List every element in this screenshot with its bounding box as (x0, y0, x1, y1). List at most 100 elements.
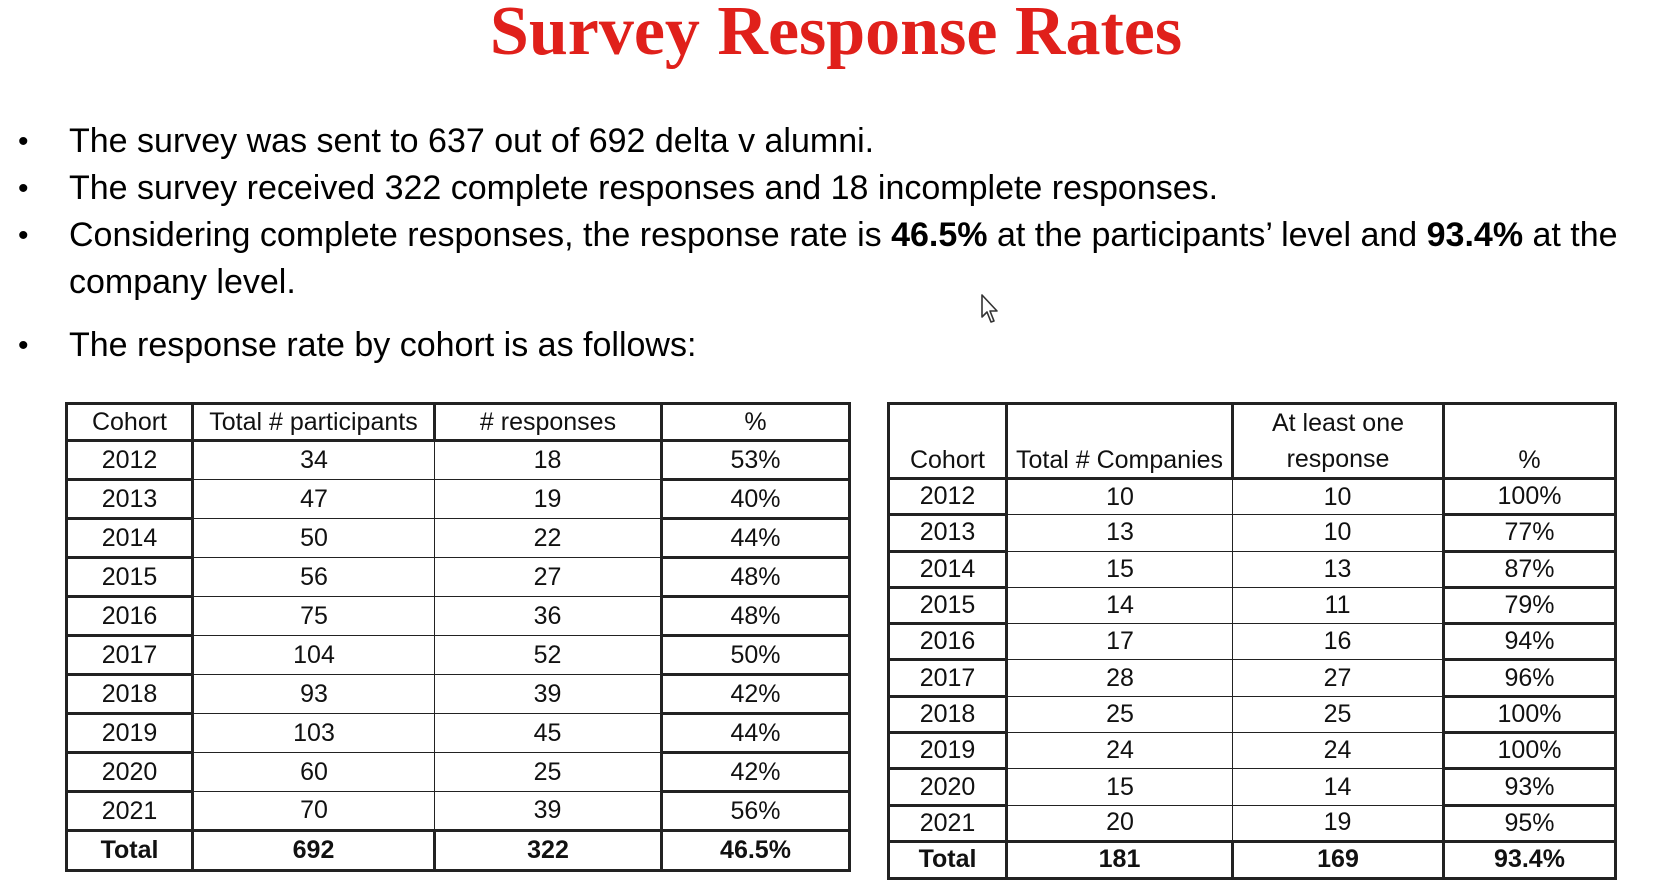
bullet-dot: • (18, 172, 29, 205)
table-row: 2012 34 18 53% (65, 439, 851, 481)
table-cell: 100% (1442, 731, 1617, 771)
table-cell: 95% (1442, 803, 1617, 843)
table-cell: 44% (660, 517, 851, 559)
company-rate-bold: 93.4% (1426, 216, 1524, 254)
table-cell: 53% (660, 439, 851, 481)
table-cell: 2020 (65, 751, 194, 793)
table-cell: 25 (1006, 695, 1233, 734)
total-cell: 93.4% (1442, 839, 1617, 880)
total-cell: Total (887, 839, 1008, 880)
table-cell: 94% (1442, 622, 1617, 662)
table-cell: 56% (660, 790, 851, 832)
table-cell: 93 (192, 674, 435, 714)
table-cell: 40% (660, 478, 851, 520)
table-cell: 10 (1232, 477, 1444, 516)
column-header: Cohort (65, 402, 194, 442)
table-cell: 2014 (887, 549, 1008, 589)
table-cell: 2013 (887, 513, 1008, 553)
table-cell: 60 (192, 752, 435, 792)
bullet-text: The survey received 322 complete respons… (69, 169, 1219, 207)
table-cell: 2018 (887, 694, 1008, 735)
table-cell: 25 (434, 752, 662, 792)
table-cell: 96% (1442, 658, 1617, 698)
table-cell: 24 (1232, 732, 1444, 770)
table-row: 2021 70 39 56% (65, 790, 851, 832)
total-cell: 181 (1005, 839, 1234, 880)
table-cell: 2016 (887, 622, 1008, 662)
participant-rate-bold: 46.5% (891, 216, 988, 254)
table-header-row: Cohort Total # participants # responses … (65, 402, 851, 442)
table-cell: 2021 (887, 803, 1008, 843)
table-cell: 39 (434, 791, 662, 831)
table-cell: 2012 (65, 439, 194, 481)
table-cell: 103 (192, 713, 435, 753)
total-cell: 322 (433, 829, 663, 872)
table-cell: 70 (192, 791, 435, 831)
table-cell: 75 (192, 596, 435, 636)
table-cell: 18 (434, 440, 662, 480)
bullet-text-part: at the participants’ level and (987, 216, 1427, 254)
table-cell: 2018 (65, 673, 194, 715)
table-total-row: Total 181 169 93.4% (887, 839, 1617, 880)
table-cell: 44% (660, 712, 851, 754)
table-cell: 50 (192, 518, 435, 558)
table-row: 2021 20 19 95% (887, 803, 1617, 843)
table-cell: 104 (192, 635, 435, 675)
table-cell: 15 (1006, 550, 1233, 588)
table-cell: 39 (434, 674, 662, 714)
table-row: 2017 104 52 50% (65, 634, 851, 676)
table-cell: 24 (1006, 732, 1233, 770)
table-row: 2013 13 10 77% (887, 513, 1617, 553)
table-cell: 2015 (65, 556, 194, 598)
table-cell: 15 (1006, 768, 1233, 806)
table-cell: 100% (1442, 476, 1617, 517)
table-row: 2014 15 13 87% (887, 549, 1617, 589)
table-cell: 87% (1442, 549, 1617, 589)
column-header-line: At least one (1271, 409, 1405, 437)
table-cell: 19 (1232, 804, 1444, 842)
table-cell: 36 (434, 596, 662, 636)
bullet-dot: • (18, 219, 29, 252)
column-header: # responses (433, 402, 663, 442)
table-cell: 79% (1442, 585, 1617, 626)
column-header: % (1442, 402, 1617, 480)
table-row: 2016 17 16 94% (887, 622, 1617, 662)
table-cell: 34 (192, 440, 435, 480)
table-total-row: Total 692 322 46.5% (65, 829, 851, 872)
table-row: 2015 14 11 79% (887, 585, 1617, 626)
table-cell: 2017 (887, 658, 1008, 698)
total-cell: 169 (1231, 839, 1445, 880)
table-cell: 28 (1006, 659, 1233, 697)
table-cell: 2019 (65, 712, 194, 754)
table-row: 2017 28 27 96% (887, 658, 1617, 698)
table-cell: 56 (192, 557, 435, 597)
table-cell: 42% (660, 751, 851, 793)
column-header: Total # Companies (1005, 402, 1234, 480)
table-cell: 10 (1232, 514, 1444, 552)
table-header-row: Cohort Total # Companies At least one re… (887, 402, 1617, 480)
table-cell: 93% (1442, 767, 1617, 807)
table-cell: 52 (434, 635, 662, 675)
table-cell: 20 (1006, 804, 1233, 842)
column-header: At least one response (1231, 402, 1445, 480)
table-cell: 48% (660, 556, 851, 598)
bullet-text: The survey was sent to 637 out of 692 de… (69, 122, 875, 160)
total-cell: Total (65, 829, 194, 872)
bullet-text: Considering complete responses, the resp… (69, 212, 1659, 306)
companies-table: Cohort Total # Companies At least one re… (887, 402, 1617, 880)
table-row: 2020 15 14 93% (887, 767, 1617, 807)
column-header-line: response (1286, 445, 1390, 473)
table-row: 2018 25 25 100% (887, 694, 1617, 735)
table-cell: 50% (660, 634, 851, 676)
table-row: 2019 103 45 44% (65, 712, 851, 754)
column-header: % (660, 402, 851, 442)
table-cell: 13 (1006, 514, 1233, 552)
table-cell: 2015 (887, 585, 1008, 626)
table-cell: 2017 (65, 634, 194, 676)
table-cell: 27 (1232, 659, 1444, 697)
total-cell: 692 (191, 829, 436, 872)
table-cell: 27 (434, 557, 662, 597)
table-cell: 45 (434, 713, 662, 753)
table-row: 2014 50 22 44% (65, 517, 851, 559)
table-row: 2016 75 36 48% (65, 595, 851, 637)
